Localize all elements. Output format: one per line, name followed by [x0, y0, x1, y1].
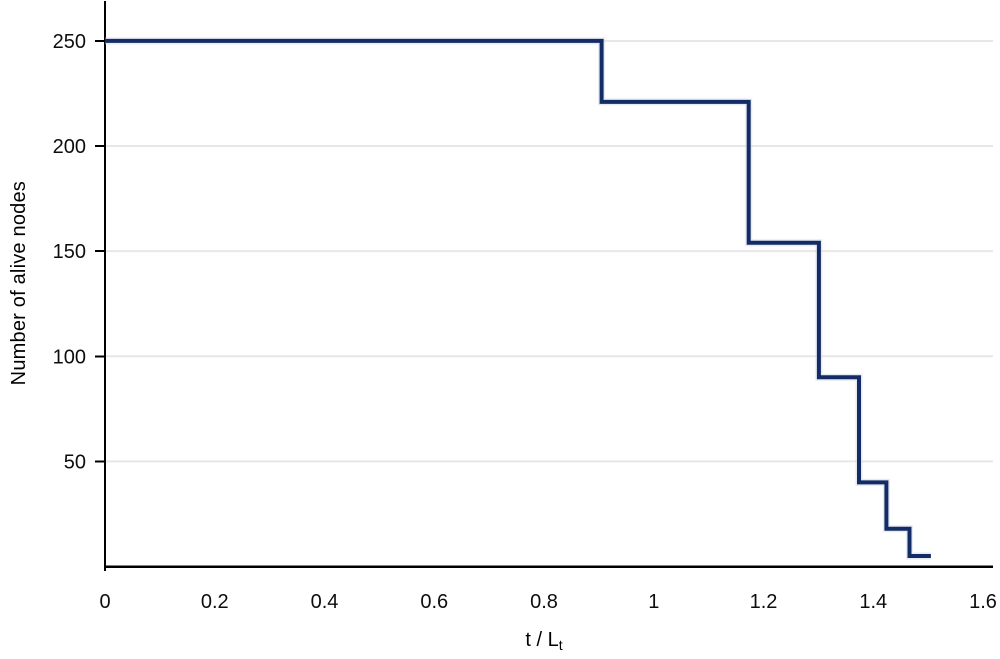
- y-tick-label-150: 150: [53, 241, 86, 263]
- x-tick-label-0: 0: [99, 591, 110, 613]
- x-tick-label-1.6: 1.6: [969, 591, 997, 613]
- x-tick-label-0.6: 0.6: [420, 591, 448, 613]
- y-tick-label-50: 50: [64, 451, 86, 473]
- x-tick-label-1.2: 1.2: [750, 591, 778, 613]
- x-tick-label-0.4: 0.4: [311, 591, 339, 613]
- x-axis-title-sub: t: [558, 637, 563, 653]
- series-line-halo: [105, 37, 931, 560]
- x-axis-title-main: t / L: [525, 629, 559, 651]
- x-tick-label-1: 1: [648, 591, 659, 613]
- y-tick-label-250: 250: [53, 31, 86, 53]
- y-tick-label-100: 100: [53, 346, 86, 368]
- x-tick-label-0.8: 0.8: [530, 591, 558, 613]
- x-tick-label-1.4: 1.4: [859, 591, 887, 613]
- x-tick-label-0.2: 0.2: [201, 591, 229, 613]
- series-line-alive-nodes: [105, 38, 931, 558]
- y-tick-label-200: 200: [53, 136, 86, 158]
- x-axis-title: t / Lt: [105, 629, 983, 653]
